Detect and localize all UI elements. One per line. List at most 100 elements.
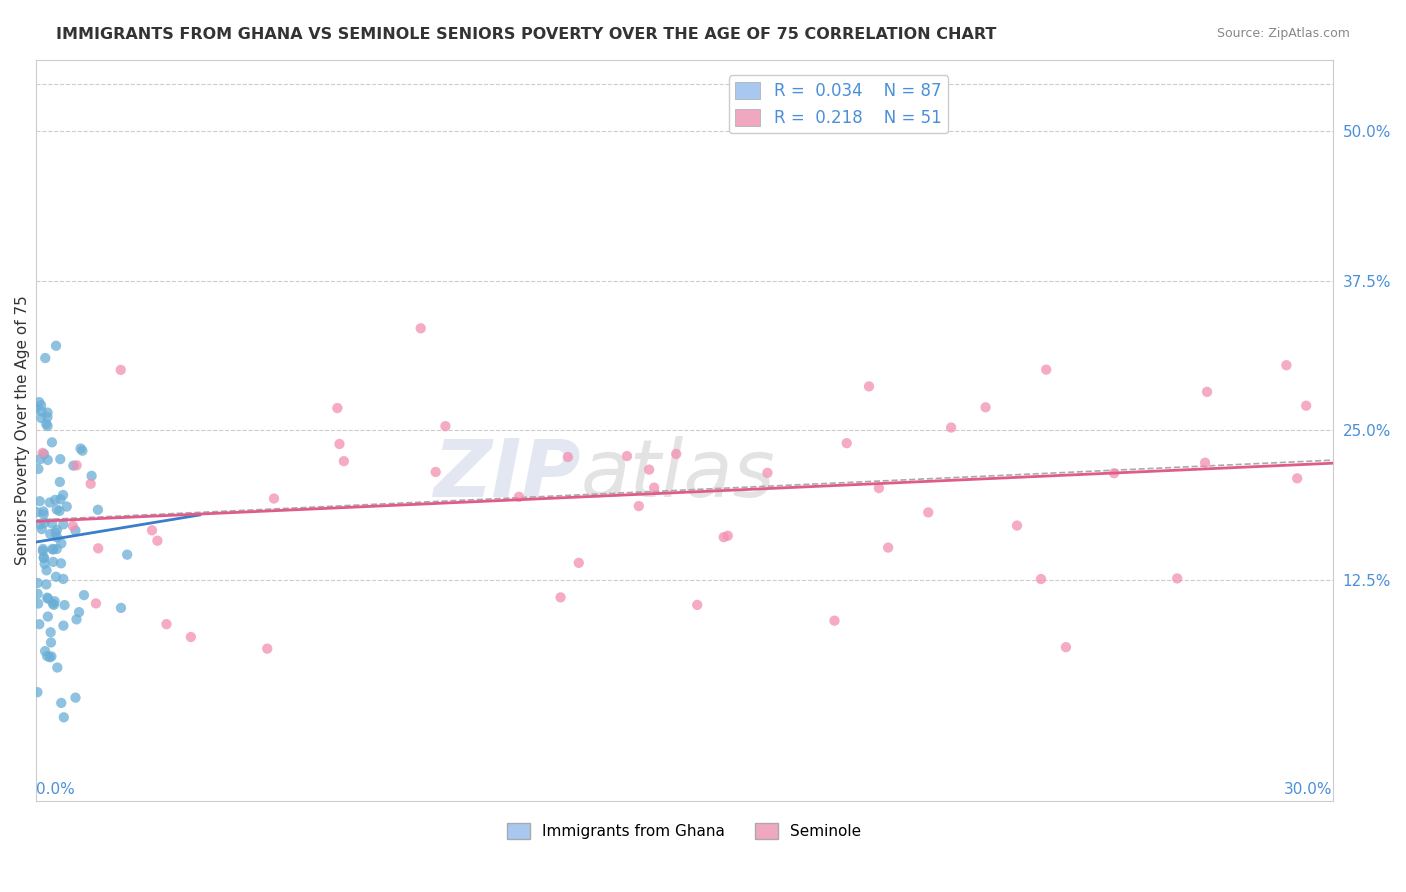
Point <box>917 505 939 519</box>
Point <box>49 475 72 489</box>
Point <box>46 530 69 544</box>
Point <box>756 466 779 480</box>
Point <box>425 465 447 479</box>
Point <box>52 572 75 586</box>
Point <box>155 617 177 632</box>
Point <box>73 588 96 602</box>
Point <box>45 339 67 353</box>
Point <box>858 379 880 393</box>
Text: IMMIGRANTS FROM GHANA VS SEMINOLE SENIORS POVERTY OVER THE AGE OF 75 CORRELATION: IMMIGRANTS FROM GHANA VS SEMINOLE SENIOR… <box>56 27 997 42</box>
Point <box>1035 362 1057 376</box>
Text: 0.0%: 0.0% <box>35 782 75 797</box>
Point <box>30 517 52 532</box>
Point <box>326 401 349 415</box>
Point <box>665 447 688 461</box>
Point <box>32 551 55 566</box>
Point <box>42 597 65 611</box>
Point <box>87 503 110 517</box>
Point <box>27 462 49 476</box>
Point <box>34 516 56 530</box>
Point <box>37 591 59 606</box>
Point <box>37 419 59 434</box>
Point <box>34 351 56 365</box>
Point <box>32 550 55 565</box>
Point <box>508 490 530 504</box>
Point <box>180 630 202 644</box>
Point <box>48 504 70 518</box>
Point <box>65 524 87 538</box>
Point <box>84 596 107 610</box>
Point <box>434 419 457 434</box>
Point <box>31 404 53 418</box>
Point <box>28 617 51 632</box>
Point <box>868 481 890 495</box>
Point <box>37 648 59 663</box>
Point <box>27 685 49 699</box>
Point <box>44 594 66 608</box>
Point <box>32 541 55 556</box>
Point <box>80 476 103 491</box>
Point <box>35 563 58 577</box>
Point <box>41 435 63 450</box>
Point <box>28 494 51 508</box>
Point <box>27 576 49 591</box>
Point <box>616 449 638 463</box>
Point <box>41 541 63 556</box>
Point <box>42 542 65 557</box>
Point <box>72 443 94 458</box>
Point <box>1197 384 1219 399</box>
Point <box>41 649 63 664</box>
Point <box>34 644 56 658</box>
Point <box>49 452 72 467</box>
Point <box>30 411 52 425</box>
Point <box>1295 399 1317 413</box>
Point <box>37 591 59 605</box>
Point <box>638 462 661 476</box>
Point <box>52 517 75 532</box>
Point <box>256 641 278 656</box>
Point <box>110 363 132 377</box>
Point <box>87 541 110 556</box>
Point <box>65 612 87 626</box>
Point <box>37 609 59 624</box>
Point <box>45 570 67 584</box>
Point <box>41 516 63 531</box>
Point <box>30 398 52 412</box>
Point <box>686 598 709 612</box>
Point <box>627 499 650 513</box>
Point <box>141 524 163 538</box>
Point <box>49 492 72 507</box>
Point <box>44 492 66 507</box>
Point <box>38 495 60 509</box>
Point <box>69 442 91 456</box>
Point <box>52 618 75 632</box>
Point <box>263 491 285 506</box>
Point <box>27 597 49 611</box>
Point <box>1286 471 1309 485</box>
Point <box>35 577 58 591</box>
Point <box>1194 456 1216 470</box>
Point <box>38 650 60 665</box>
Point <box>25 505 48 519</box>
Point <box>333 454 356 468</box>
Point <box>25 401 48 416</box>
Point <box>52 710 75 724</box>
Point <box>28 452 51 467</box>
Point <box>28 395 51 409</box>
Point <box>1029 572 1052 586</box>
Point <box>939 420 962 434</box>
Point <box>67 605 90 619</box>
Point <box>835 436 858 450</box>
Legend: Immigrants from Ghana, Seminole: Immigrants from Ghana, Seminole <box>501 817 868 845</box>
Point <box>643 481 665 495</box>
Point <box>328 437 350 451</box>
Point <box>557 450 579 464</box>
Text: atlas: atlas <box>581 435 775 514</box>
Point <box>717 529 740 543</box>
Point <box>110 600 132 615</box>
Point <box>45 523 67 537</box>
Point <box>66 458 89 473</box>
Point <box>31 544 53 558</box>
Text: 30.0%: 30.0% <box>1284 782 1333 797</box>
Point <box>1102 467 1125 481</box>
